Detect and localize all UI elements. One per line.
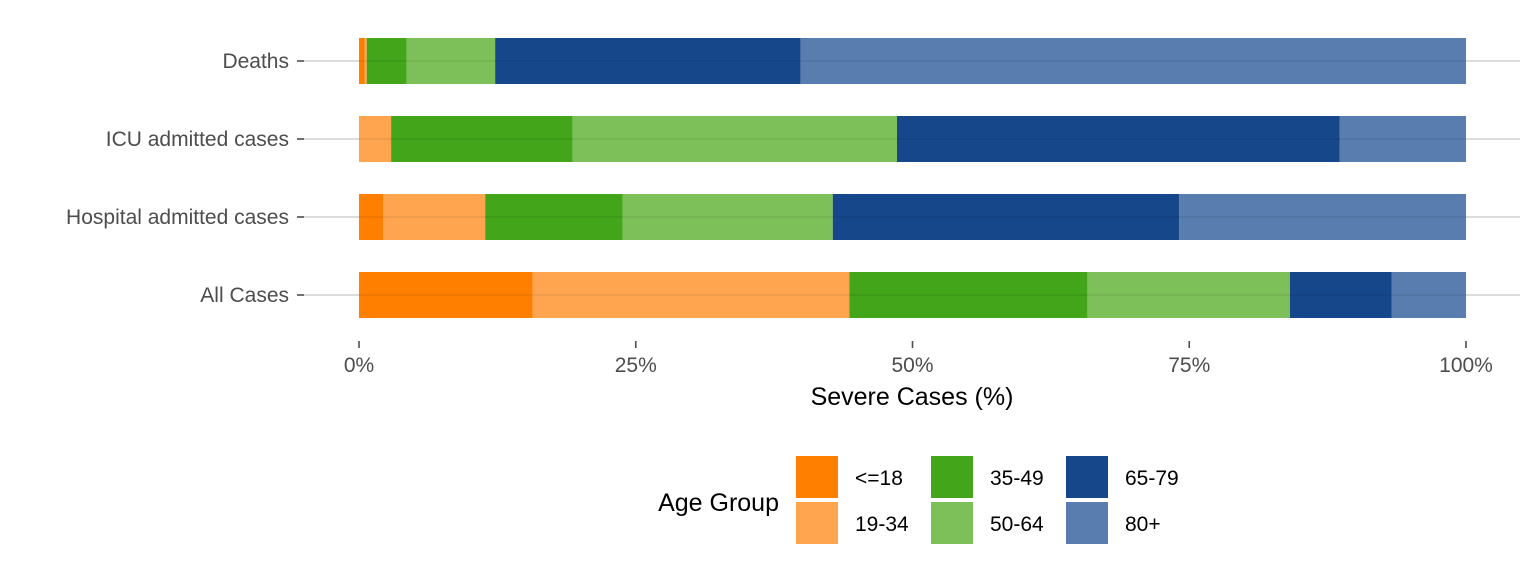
bar-all-cases-65-79 [1289,272,1392,318]
bar-deaths-50-64 [406,38,496,84]
legend-key-65-79 [1066,456,1108,498]
y-label-hospital-admitted-cases: Hospital admitted cases [66,206,289,229]
y-label-icu-admitted-cases: ICU admitted cases [106,128,289,151]
gridlines [304,60,1520,296]
bar-hospital-admitted-cases-le-18 [359,194,384,240]
legend-key-35-49 [931,456,973,498]
bar-all-cases-50-64 [1087,272,1290,318]
bar-deaths-le-18 [359,38,365,84]
bars [359,38,1466,318]
bar-icu-admitted-cases-50-64 [572,116,898,162]
bar-icu-admitted-cases-35-49 [391,116,573,162]
legend-label-35-49: 35-49 [990,467,1044,490]
legend-key-50-64 [931,502,973,544]
bar-all-cases-19-34 [532,272,850,318]
x-axis-ticks: 0% 25% 50% 75% 100% [344,341,1493,377]
x-tick-label-75: 75% [1168,354,1210,377]
y-label-deaths: Deaths [222,50,289,73]
x-tick-label-100: 100% [1439,354,1493,377]
bar-all-cases-le-18 [359,272,533,318]
legend-key-80-plus [1066,502,1108,544]
legend-label-65-79: 65-79 [1125,467,1179,490]
bar-icu-admitted-cases-65-79 [897,116,1340,162]
bar-deaths-35-49 [366,38,407,84]
bar-hospital-admitted-cases-19-34 [383,194,486,240]
x-tick-label-0: 0% [344,354,374,377]
bar-hospital-admitted-cases-50-64 [622,194,833,240]
y-label-all-cases: All Cases [200,284,289,307]
bar-icu-admitted-cases-80-plus [1339,116,1466,162]
x-tick-label-50: 50% [891,354,933,377]
bar-all-cases-35-49 [849,272,1088,318]
bar-deaths-19-34 [364,38,367,84]
legend-label-19-34: 19-34 [855,513,909,536]
x-axis-title: Severe Cases (%) [811,383,1014,411]
bar-deaths-80-plus [800,38,1466,84]
legend: Age Group <=18 19-34 35-49 50-64 65-79 80+ [658,456,1179,544]
legend-label-50-64: 50-64 [990,513,1044,536]
bar-hospital-admitted-cases-35-49 [485,194,623,240]
bar-hospital-admitted-cases-80-plus [1179,194,1466,240]
bar-hospital-admitted-cases-65-79 [832,194,1180,240]
legend-label-80-plus: 80+ [1125,513,1161,536]
bar-all-cases-80-plus [1391,272,1466,318]
bar-deaths-65-79 [495,38,801,84]
bar-icu-admitted-cases-19-34 [359,116,392,162]
legend-title: Age Group [658,489,779,517]
legend-key-19-34 [796,502,838,544]
legend-label-le-18: <=18 [855,467,903,490]
x-tick-label-25: 25% [615,354,657,377]
legend-key-le-18 [796,456,838,498]
y-axis-labels: Deaths ICU admitted cases Hospital admitte… [66,50,304,307]
